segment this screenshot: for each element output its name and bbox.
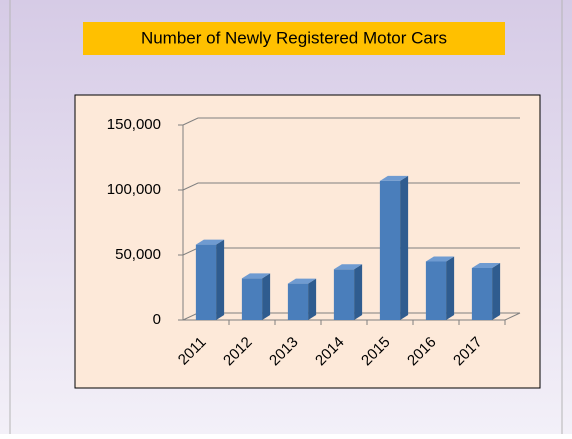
plot-box [74, 94, 541, 389]
bar [471, 263, 501, 320]
bar-top [425, 256, 455, 262]
bar-side [262, 273, 271, 320]
bar-side [308, 278, 317, 320]
y-tick-label: 150,000 [107, 116, 161, 133]
bar-front [195, 244, 217, 320]
y-tick-label: 50,000 [115, 246, 161, 263]
bar-front [471, 268, 493, 320]
chart-title: Number of Newly Registered Motor Cars [141, 28, 447, 47]
grid-line [182, 117, 520, 126]
title-box [83, 22, 505, 55]
grid-line [182, 182, 520, 191]
bar [287, 278, 317, 320]
bar-top [195, 239, 225, 245]
bar-front [241, 278, 263, 320]
bar-side [354, 264, 363, 320]
bar-top [333, 264, 363, 270]
bar-top [471, 263, 501, 268]
bar [241, 273, 271, 320]
y-tick-label: 0 [153, 311, 161, 328]
bar [333, 264, 363, 320]
bar [195, 239, 225, 320]
bar-front [287, 283, 309, 320]
bar-side [216, 239, 225, 320]
bar-front [379, 180, 401, 320]
floor-edge [504, 312, 521, 321]
bar [379, 175, 409, 320]
bar-side [492, 263, 501, 320]
bar-front [333, 269, 355, 320]
bar-side [400, 175, 409, 320]
bar-top [241, 273, 271, 279]
y-tick-label: 100,000 [107, 181, 161, 198]
bar-side [446, 256, 455, 320]
bar-top [287, 278, 317, 284]
bar [425, 256, 455, 320]
bar-front [425, 261, 447, 320]
bar-top [379, 175, 409, 181]
